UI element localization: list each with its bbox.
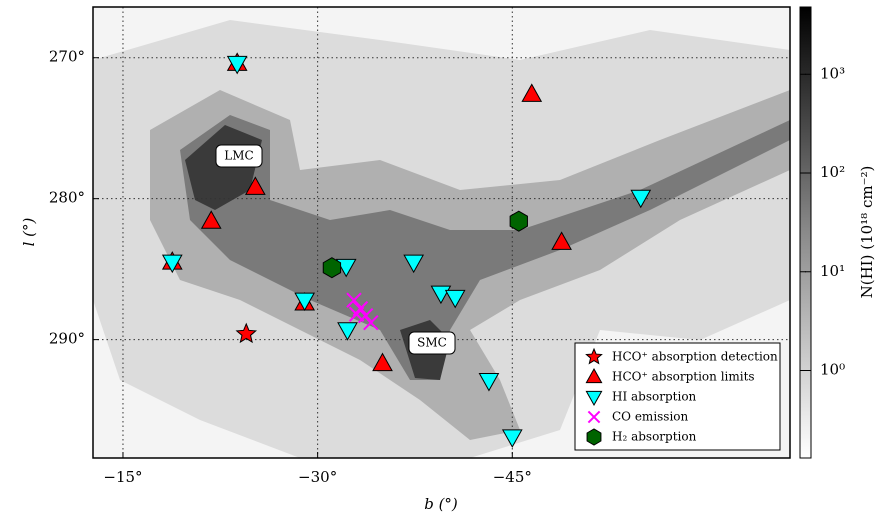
y-tick-label: 280° [49,189,85,207]
y-tick-label: 290° [49,330,85,348]
legend-label: HI absorption [612,390,697,404]
legend-label: CO emission [612,410,689,424]
legend-marker [587,429,601,445]
marker [510,211,527,231]
x-axis-label: b (°) [424,495,458,513]
x-tick-label: −15° [103,468,142,486]
annotation: LMC [224,149,253,163]
colorbar-tick-label: 10² [820,163,845,181]
page: {"chart_data": { "type": "scatter", "xla… [0,0,881,517]
x-tick-label: −30° [298,468,337,486]
y-axis-label: l (°) [20,217,38,246]
colorbar-tick-label: 10¹ [820,262,845,280]
legend-label: HCO⁺ absorption detection [612,350,778,364]
x-tick-label: −45° [493,468,532,486]
y-tick-label: 270° [49,48,85,66]
colorbar-tick-label: 10⁰ [820,361,845,379]
legend-label: H₂ absorption [612,430,697,444]
marker [323,258,340,278]
chart: LMC SMC b (°) l (°) N(HI) (10¹⁸ cm⁻²) HC… [0,0,881,517]
annotation: SMC [417,336,447,350]
colorbar-label: N(HI) (10¹⁸ cm⁻²) [858,166,876,299]
colorbar-tick-label: 10³ [820,64,845,82]
legend-label: HCO⁺ absorption limits [612,370,755,384]
